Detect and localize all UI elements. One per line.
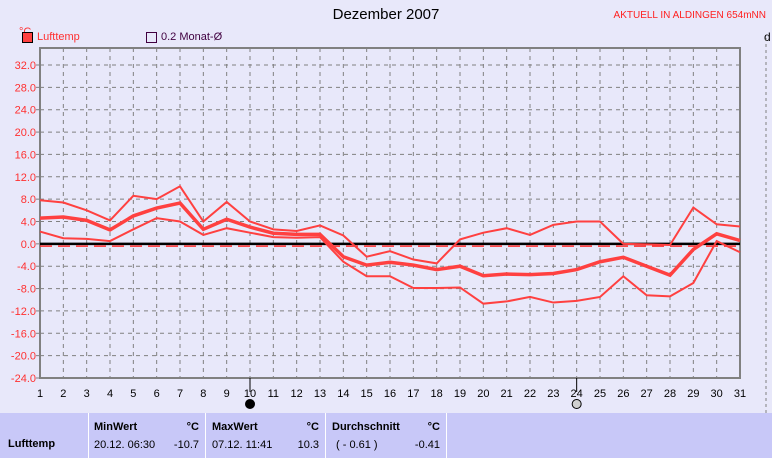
x-tick-label: 6	[154, 388, 160, 400]
x-tick-label: 31	[734, 388, 746, 400]
series-min-line	[39, 217, 741, 305]
row-label-col: Lufttemp	[0, 413, 89, 458]
avg-unit: °C	[427, 421, 440, 433]
x-tick-label: 14	[337, 388, 349, 400]
y-tick-label: 16.0	[15, 149, 36, 161]
max-col: MaxWert °C 07.12. 11:41 10.3	[206, 413, 326, 458]
max-value: 10.3	[297, 439, 319, 451]
legend-label: 0.2 Monat-Ø	[161, 31, 223, 43]
x-tick-label: 13	[314, 388, 326, 400]
y-tick-label: 28.0	[15, 82, 36, 94]
x-tick-label: 28	[664, 388, 676, 400]
max-time: 07.12. 11:41	[212, 439, 273, 451]
x-tick-label: 11	[268, 388, 279, 400]
x-tick-label: 3	[84, 388, 90, 400]
series-max-line	[39, 184, 741, 265]
x-tick-label: 19	[454, 388, 466, 400]
y-tick-label: 4.0	[21, 217, 36, 229]
y-tick-label: 8.0	[21, 194, 36, 206]
x-tick-label: 10	[244, 388, 256, 400]
x-tick-label: 15	[361, 388, 373, 400]
min-col: MinWert °C 20.12. 06:30 -10.7	[88, 413, 206, 458]
y-tick-label: -20.0	[11, 351, 36, 363]
max-header: MaxWert	[212, 421, 258, 433]
series-mittel-line	[39, 201, 741, 278]
legend-swatch-icon	[22, 31, 33, 43]
min-unit: °C	[186, 421, 199, 433]
x-tick-label: 12	[291, 388, 303, 400]
y-tick-label: 0.0	[21, 239, 36, 251]
x-tick-label: 9	[224, 388, 230, 400]
avg-header: Durchschnitt	[332, 421, 400, 433]
stats-table: Lufttemp MinWert °C 20.12. 06:30 -10.7 M…	[0, 413, 772, 458]
x-tick-label: 7	[177, 388, 183, 400]
x-tick-label: 8	[200, 388, 206, 400]
legend-item-month-average[interactable]: 0.2 Monat-Ø	[146, 31, 222, 43]
x-tick-label: 20	[477, 388, 489, 400]
min-value: -10.7	[173, 439, 199, 451]
x-tick-label: 23	[547, 388, 559, 400]
x-tick-label: 25	[594, 388, 606, 400]
new-moon-icon	[245, 399, 255, 409]
station-label: AKTUELL IN ALDINGEN 654mNN	[613, 10, 766, 21]
x-tick-label: 26	[617, 388, 629, 400]
x-tick-label: 17	[407, 388, 419, 400]
max-unit: °C	[306, 421, 319, 433]
y-tick-label: -16.0	[11, 328, 36, 340]
x-tick-label: 24	[571, 388, 583, 400]
chart-title: Dezember 2007	[332, 6, 440, 23]
legend-label: Lufttemp	[37, 31, 80, 43]
x-tick-label: 22	[524, 388, 536, 400]
y-tick-label: 32.0	[15, 60, 36, 72]
min-time: 20.12. 06:30	[94, 439, 156, 451]
x-tick-label: 30	[711, 388, 723, 400]
x-tick-label: 5	[130, 388, 136, 400]
x-tick-label: 4	[107, 388, 113, 400]
row-label: Lufttemp	[8, 438, 56, 450]
y-tick-label: -12.0	[11, 306, 36, 318]
y-tick-label: -24.0	[11, 373, 36, 385]
x-tick-label: 1	[37, 388, 43, 400]
avg-col: Durchschnitt °C ( - 0.61 ) -0.41	[326, 413, 447, 458]
edge-label: d	[764, 30, 771, 44]
min-header: MinWert	[94, 421, 138, 433]
y-tick-label: 20.0	[15, 127, 36, 139]
x-tick-label: 16	[384, 388, 396, 400]
x-tick-label: 18	[431, 388, 443, 400]
legend-item-lufttemp[interactable]: Lufttemp	[22, 31, 80, 43]
x-tick-label: 27	[641, 388, 653, 400]
x-tick-label: 21	[501, 388, 513, 400]
legend-swatch-icon	[146, 31, 157, 43]
y-tick-label: 12.0	[15, 172, 36, 184]
chart: 32.0 28.0 24.0 20.0 16.0 12.0 8.0 4.0 0.0 -4.0 -8.…	[11, 38, 767, 413]
y-tick-label: 24.0	[15, 105, 36, 117]
avg-note: ( - 0.61 )	[336, 439, 378, 451]
full-moon-icon	[571, 399, 582, 409]
x-tick-label: 29	[687, 388, 699, 400]
y-tick-label: -4.0	[17, 261, 36, 273]
avg-value: -0.41	[414, 439, 440, 451]
y-tick-label: -8.0	[17, 284, 36, 296]
x-tick-label: 2	[60, 388, 66, 400]
